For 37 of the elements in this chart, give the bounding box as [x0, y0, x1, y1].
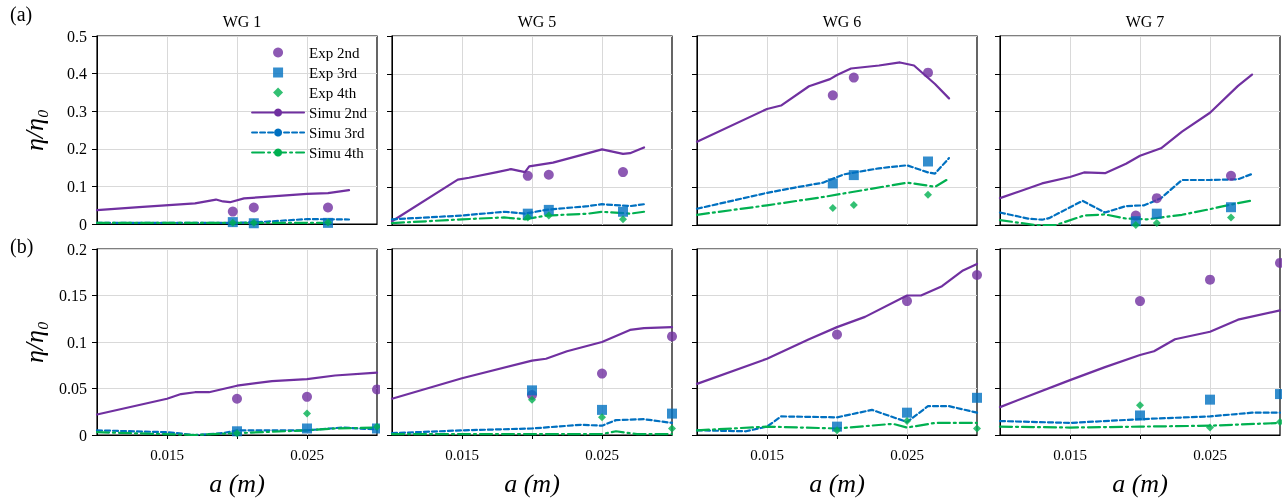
- legend-label: Exp 2nd: [309, 44, 360, 61]
- y-tick-label: 0.15: [59, 287, 87, 304]
- y-tick-label: 0.1: [67, 333, 87, 351]
- x-tick-label: 0.015: [750, 446, 784, 463]
- legend-label: Exp 4th: [309, 84, 357, 101]
- y-tick-label: 0.1: [67, 177, 87, 195]
- text: (a): [10, 3, 33, 26]
- chart-title: WG 5: [517, 12, 557, 30]
- legend-label: Simu 2nd: [309, 104, 368, 121]
- x-tick-label: 0.025: [890, 446, 924, 463]
- y-tick-label: 0: [79, 426, 87, 444]
- chart-title: WG 6: [822, 12, 862, 30]
- y-tick-label: 0.4: [67, 65, 87, 83]
- chart-title: WG 7: [1125, 12, 1165, 30]
- x-axis-title: a (m): [209, 468, 265, 498]
- y-tick-label: 0.3: [67, 102, 87, 120]
- legend-label: Simu 4th: [309, 144, 365, 161]
- y-tick-label: 0.05: [59, 380, 87, 397]
- x-axis-title: a (m): [809, 468, 865, 498]
- x-tick-label: 0.015: [150, 446, 184, 463]
- x-tick-label: 0.015: [1053, 446, 1087, 463]
- y-tick-label: 0.5: [67, 27, 87, 45]
- legend-label: Simu 3rd: [309, 124, 365, 141]
- y-tick-label: 0.2: [67, 140, 87, 158]
- legend-label: Exp 3rd: [309, 64, 358, 81]
- chart-title: WG 1: [222, 12, 262, 30]
- x-tick-label: 0.025: [585, 446, 619, 463]
- y-tick-label: 0.2: [67, 240, 87, 258]
- x-tick-label: 0.025: [290, 446, 324, 463]
- y-axis-title: η/η₀: [19, 320, 49, 364]
- x-axis-title: a (m): [504, 468, 560, 498]
- text: (b): [10, 235, 34, 258]
- x-tick-label: 0.015: [445, 446, 479, 463]
- x-tick-label: 0.025: [1193, 446, 1227, 463]
- y-tick-label: 0: [79, 215, 87, 233]
- y-axis-title: η/η₀: [19, 108, 49, 152]
- x-axis-title: a (m): [1112, 468, 1168, 498]
